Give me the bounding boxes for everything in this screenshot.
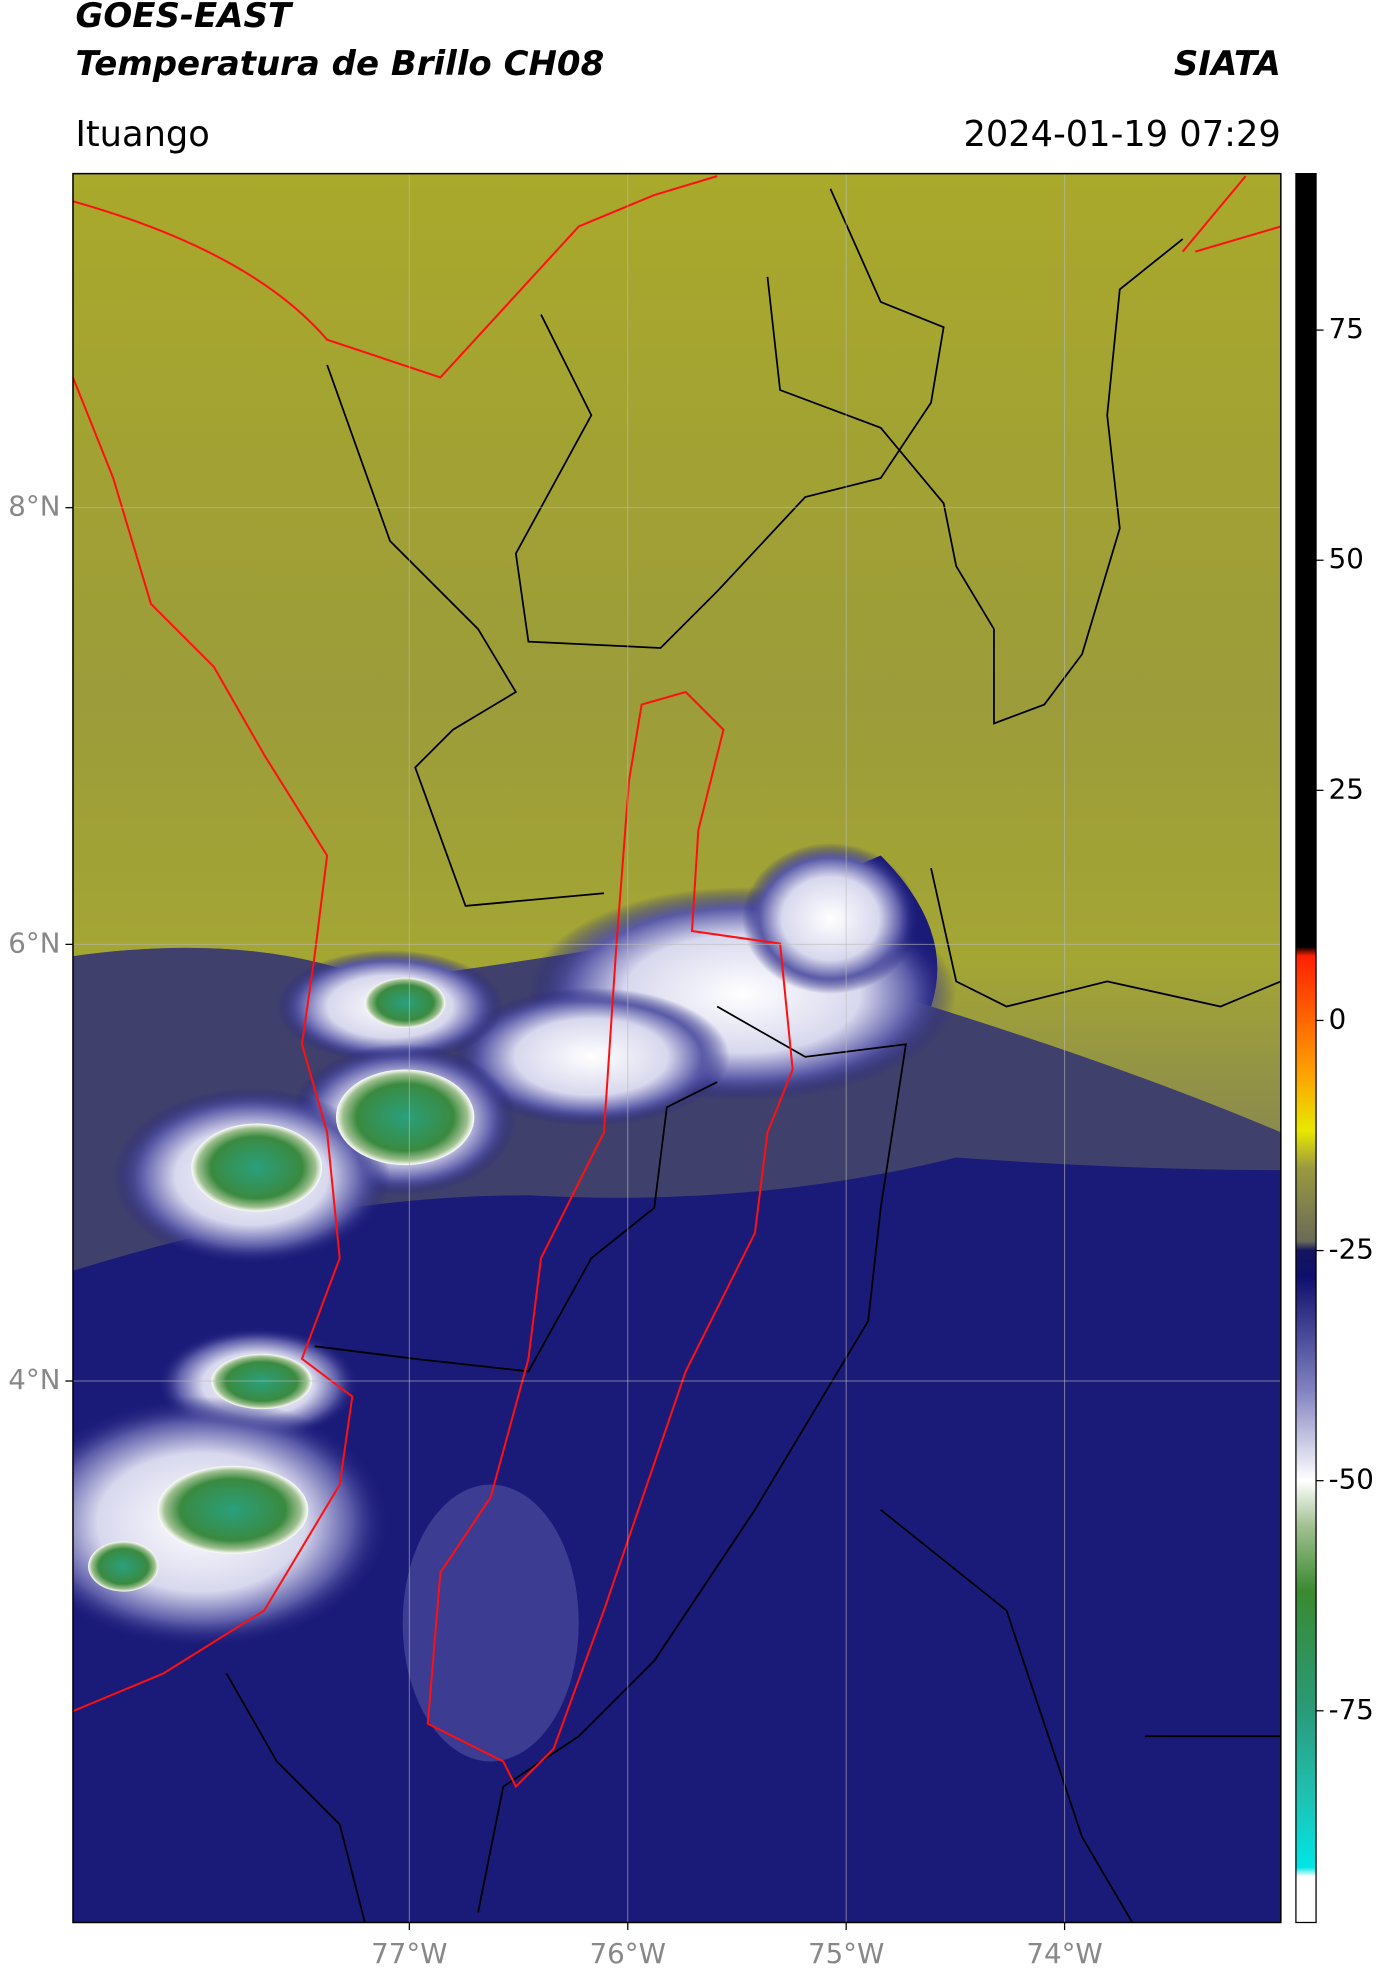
cloud-core [335, 1069, 475, 1166]
location: Ituango [75, 114, 209, 155]
y-tick-label: 4°N [8, 1363, 60, 1396]
cloud-core [157, 1465, 309, 1554]
x-tick-label: 74°W [1026, 1937, 1102, 1970]
colorbar [1295, 172, 1317, 1924]
colorbar-tick-label: 25 [1329, 772, 1364, 805]
x-tick-label: 75°W [808, 1937, 884, 1970]
title: GOES-EAST [75, 0, 293, 36]
satellite-image [72, 173, 1281, 1923]
cloud [402, 1484, 579, 1762]
colorbar-tick-label: -25 [1329, 1233, 1374, 1266]
colorbar-tick-label: 50 [1329, 542, 1364, 575]
colorbar-tick-label: 0 [1329, 1002, 1347, 1035]
region-outline [72, 175, 1281, 1789]
x-tick-label: 77°W [371, 1937, 447, 1970]
borders [225, 188, 1281, 1923]
colorbar-tick-label: -50 [1329, 1463, 1374, 1496]
x-tick-label: 76°W [590, 1937, 666, 1970]
cloud [742, 842, 919, 994]
cloud-core [88, 1541, 159, 1592]
cloud-core [364, 977, 446, 1028]
colorbar-tick-label: -75 [1329, 1693, 1374, 1726]
map-frame [72, 172, 1282, 1924]
y-tick-label: 8°N [8, 490, 60, 523]
cloud-core [191, 1123, 323, 1212]
datetime: 2024-01-19 07:29 [963, 114, 1280, 155]
colorbar-tick-label: 75 [1329, 312, 1364, 345]
source: SIATA [1174, 44, 1281, 84]
cloud [452, 987, 730, 1127]
y-tick-label: 6°N [8, 926, 60, 959]
subtitle: Temperatura de Brillo CH08 [75, 44, 604, 84]
